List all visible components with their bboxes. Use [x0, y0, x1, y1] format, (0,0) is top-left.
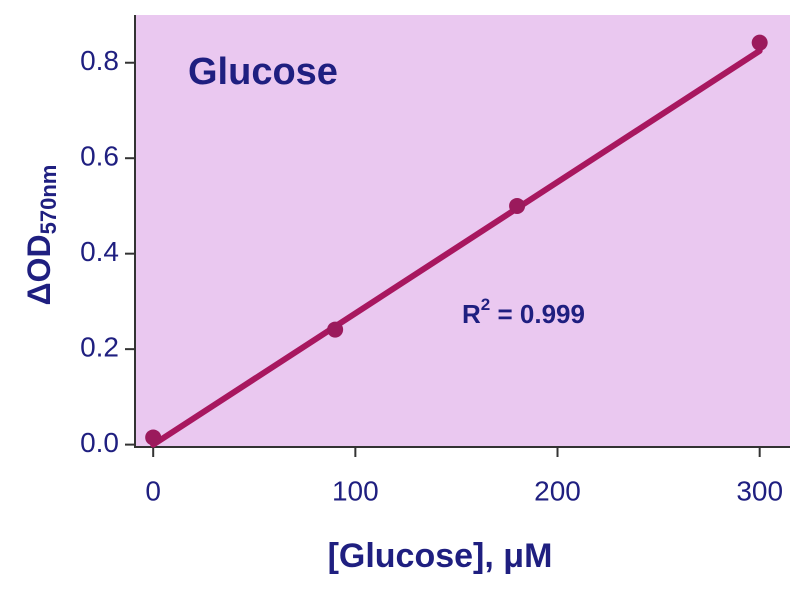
x-tick-label: 100: [332, 475, 379, 506]
x-tick-label: 200: [534, 475, 581, 506]
x-tick-label: 300: [736, 475, 783, 506]
y-tick-label: 0.8: [80, 45, 119, 76]
data-point: [327, 321, 344, 338]
y-tick-label: 0.2: [80, 332, 119, 363]
fit-line: [150, 47, 763, 448]
y-axis-label: ΔOD570nm: [21, 165, 60, 306]
annotation-base: R: [462, 299, 481, 329]
annotation-text: = 0.999: [490, 299, 585, 329]
plot-area: [135, 15, 790, 447]
data-point: [509, 197, 526, 214]
y-tick-label: 0.6: [80, 141, 119, 172]
annotation-sup: 2: [481, 295, 490, 314]
x-axis-label: [Glucose], μM: [328, 537, 553, 575]
y-tick-label: 0.0: [80, 427, 119, 458]
chart-title: Glucose: [188, 51, 338, 93]
x-tick-label: 0: [145, 475, 161, 506]
y-tick-label: 0.4: [80, 236, 119, 267]
data-point: [751, 34, 768, 51]
y-axis-label-text: ΔOD570nm: [21, 165, 60, 306]
data-point: [145, 429, 162, 446]
y-label-main: ΔOD: [21, 234, 57, 305]
y-label-sub: 570nm: [36, 165, 61, 235]
annotation: R2 = 0.999: [462, 295, 585, 328]
